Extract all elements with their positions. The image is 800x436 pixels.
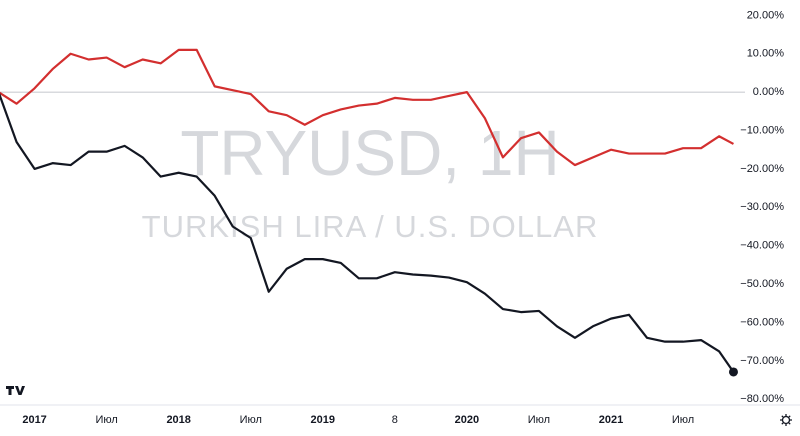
watermark-subtitle: TURKISH LIRA / U.S. DOLLAR [142, 209, 599, 244]
x-tick-label: Июл [672, 414, 694, 426]
watermark: TRYUSD, 1H [180, 117, 559, 189]
y-tick-label: −70.00% [740, 355, 784, 367]
last-point [728, 367, 738, 377]
y-tick-label: 20.00% [747, 9, 785, 21]
y-tick-label: −50.00% [740, 278, 784, 290]
y-tick-label: 10.00% [747, 48, 785, 60]
x-tick-label: 2020 [455, 414, 479, 426]
x-tick-label: 2021 [599, 414, 623, 426]
x-tick-label: 2019 [311, 414, 335, 426]
x-tick-label: Июл [240, 414, 262, 426]
x-tick-label: 2018 [166, 414, 190, 426]
x-tick-label: Июл [528, 414, 550, 426]
y-tick-label: −10.00% [740, 124, 784, 136]
x-tick-label: 2017 [22, 414, 46, 426]
y-tick-label: −20.00% [740, 163, 784, 175]
y-tick-label: −60.00% [740, 316, 784, 328]
y-tick-label: 0.00% [753, 86, 784, 98]
series-line [0, 48, 734, 167]
y-tick-label: −80.00% [740, 393, 784, 405]
x-tick-label: 8 [392, 414, 398, 426]
settings-icon[interactable] [780, 414, 792, 426]
x-tick-label: Июл [95, 414, 117, 426]
series-line [0, 92, 735, 373]
y-tick-label: −30.00% [740, 201, 784, 213]
y-tick-label: −40.00% [740, 240, 784, 252]
tv-logo [6, 386, 25, 395]
